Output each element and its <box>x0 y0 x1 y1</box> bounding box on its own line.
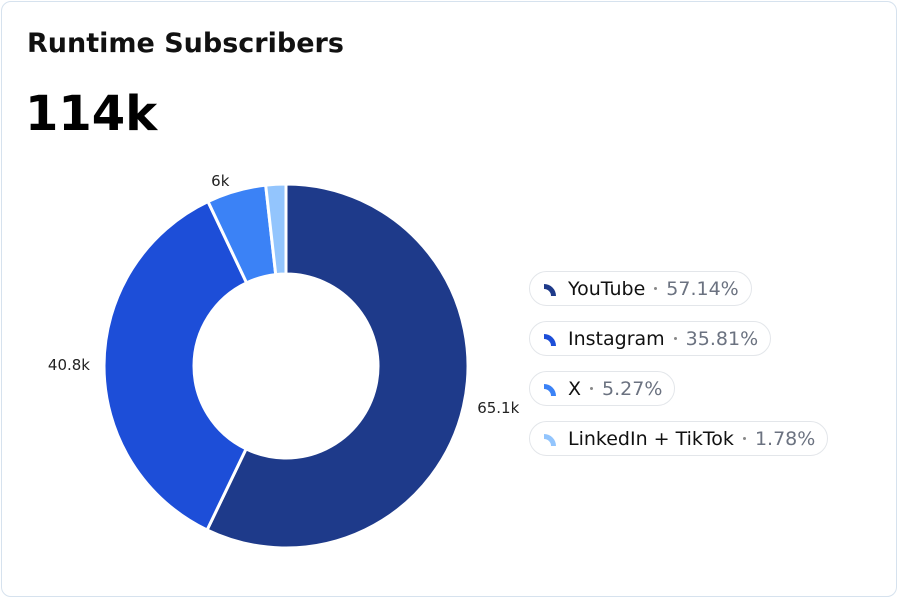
legend-item: YouTube 57.14% <box>529 271 752 306</box>
legend-swatch <box>544 333 556 346</box>
legend-icon <box>544 433 556 446</box>
slice-label: 65.1k <box>477 399 519 417</box>
legend-name: YouTube <box>568 277 646 300</box>
legend-icon <box>544 333 556 346</box>
legend-percent: 57.14% <box>666 277 739 300</box>
total: 114k <box>25 86 158 142</box>
slice-label: 40.8k <box>48 356 90 374</box>
donut-slice <box>205 182 470 550</box>
legend-swatch <box>544 383 556 396</box>
donut-slice <box>102 200 249 532</box>
legend-percent: 5.27% <box>602 377 663 400</box>
legend-swatch <box>544 283 556 296</box>
donut-slice <box>264 182 288 277</box>
legend-name: Instagram <box>568 327 665 350</box>
separator <box>590 387 594 390</box>
separator <box>742 437 746 440</box>
legend-icon <box>544 383 556 396</box>
legend-swatch <box>544 433 556 446</box>
legend-item: LinkedIn + TikTok 1.78% <box>529 421 829 456</box>
slice-label: 6k <box>211 172 230 190</box>
legend-percent: 35.81% <box>685 327 759 350</box>
legend: YouTube 57.14% Instagram 35.81% X 5.27% Linked… <box>529 271 829 456</box>
separator <box>673 337 677 340</box>
legend-name: LinkedIn + TikTok <box>568 427 734 450</box>
legend-item: X 5.27% <box>529 371 676 406</box>
card-title: Runtime Subscribers <box>27 28 344 59</box>
separator <box>654 287 658 290</box>
legend-item: Instagram 35.81% <box>529 321 772 356</box>
legend-name: X <box>568 377 582 400</box>
legend-percent: 1.78% <box>754 427 816 450</box>
legend-icon <box>544 283 556 296</box>
